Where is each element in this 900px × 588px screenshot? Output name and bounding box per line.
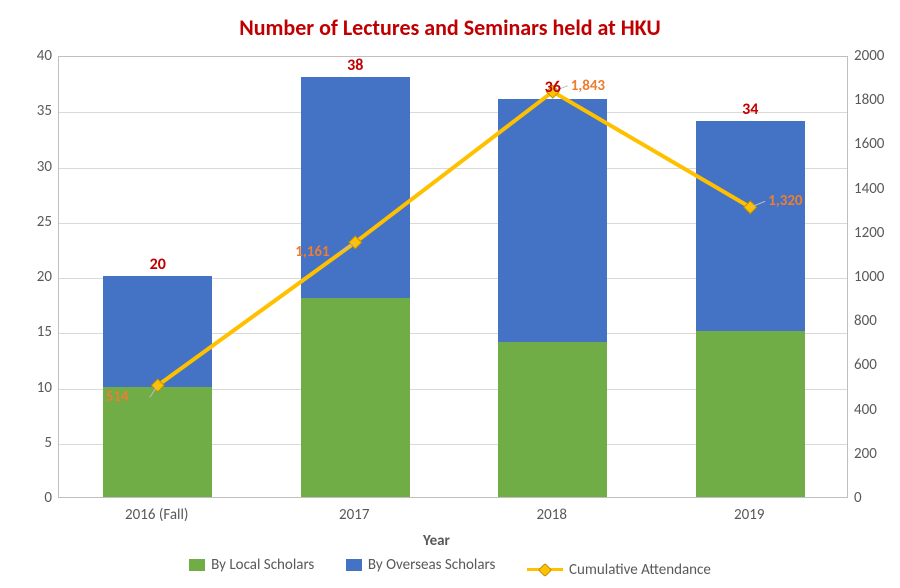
y-left-tick: 5 [44, 434, 52, 452]
y-left-tick: 35 [37, 102, 52, 120]
bar-total-label: 20 [150, 255, 166, 274]
y-left-tick: 30 [37, 158, 52, 176]
x-category-label: 2016 (Fall) [97, 506, 217, 524]
legend-swatch-overseas [346, 559, 362, 571]
legend-line-swatch [527, 565, 563, 575]
y-right-tick: 1800 [854, 91, 884, 109]
line-value-label: 1,161 [295, 243, 329, 261]
legend-label-overseas: By Overseas Scholars [368, 556, 495, 574]
y-right-tick: 1000 [854, 268, 884, 286]
y-right-tick: 1400 [854, 180, 884, 198]
chart-container: Number of Lectures and Seminars held at … [0, 0, 900, 588]
y-left-tick: 25 [37, 213, 52, 231]
legend-label-line: Cumulative Attendance [569, 561, 711, 579]
x-category-label: 2019 [689, 506, 809, 524]
bar-total-label: 36 [545, 78, 561, 97]
y-left-tick: 0 [44, 489, 52, 507]
line-value-label: 1,320 [768, 192, 802, 210]
line-value-label: 1,843 [571, 77, 605, 95]
legend-label-local: By Local Scholars [211, 556, 314, 574]
x-category-label: 2017 [294, 506, 414, 524]
legend-item-overseas: By Overseas Scholars [346, 556, 495, 574]
legend-swatch-local [189, 559, 205, 571]
y-left-tick: 20 [37, 268, 52, 286]
legend-item-line: Cumulative Attendance [527, 561, 711, 579]
x-axis-title: Year [423, 532, 450, 550]
y-left-tick: 40 [37, 47, 52, 65]
y-right-tick: 1200 [854, 224, 884, 242]
y-left-tick: 15 [37, 323, 52, 341]
x-category-label: 2018 [492, 506, 612, 524]
legend-item-local: By Local Scholars [189, 556, 314, 574]
bar-total-label: 34 [742, 100, 758, 119]
y-right-tick: 800 [854, 312, 877, 330]
y-right-tick: 200 [854, 445, 877, 463]
y-right-tick: 0 [854, 489, 862, 507]
y-right-tick: 600 [854, 356, 877, 374]
y-right-tick: 400 [854, 401, 877, 419]
legend: By Local Scholars By Overseas Scholars C… [0, 556, 900, 579]
bar-total-label: 38 [347, 56, 363, 75]
y-right-tick: 2000 [854, 47, 884, 65]
data-label-layer: 20 514 38 1,161 36 1,843 34 1,320 [59, 57, 847, 497]
y-left-tick: 10 [37, 379, 52, 397]
line-value-label: 514 [106, 388, 129, 406]
plot-area: 20 514 38 1,161 36 1,843 34 1,320 [58, 56, 848, 498]
chart-title: Number of Lectures and Seminars held at … [0, 14, 900, 41]
y-right-tick: 1600 [854, 135, 884, 153]
